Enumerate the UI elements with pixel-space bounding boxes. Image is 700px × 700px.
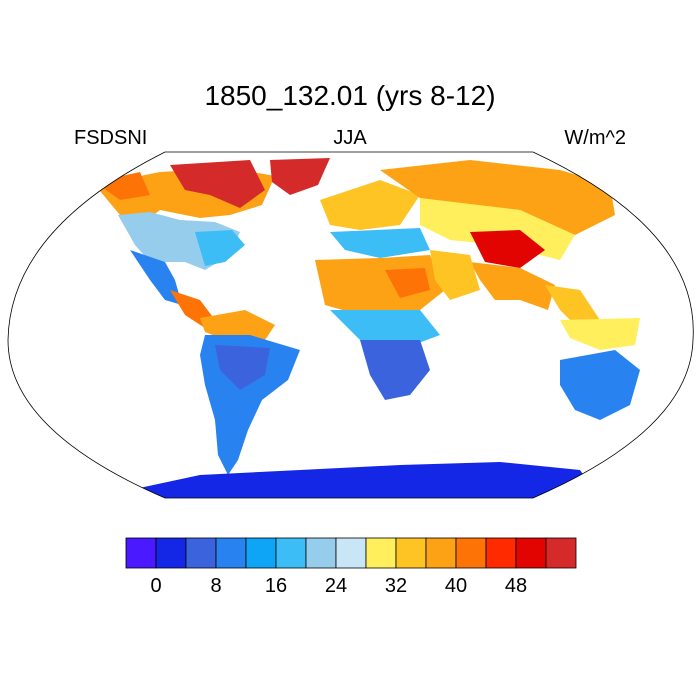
- southern-africa: [360, 340, 430, 400]
- colorbar-box: [185, 537, 217, 569]
- sahara-hot: [385, 268, 430, 298]
- south-asia: [470, 262, 555, 310]
- south-america-core: [215, 345, 270, 390]
- colorbar-box: [515, 537, 547, 569]
- colorbar-tick-label: 32: [385, 575, 407, 597]
- australia: [560, 350, 640, 420]
- colorbar-box: [275, 537, 307, 569]
- colorbar-box: [425, 537, 457, 569]
- colorbar-box: [485, 537, 517, 569]
- europe: [320, 180, 420, 230]
- colorbar-box: [335, 537, 367, 569]
- units-label: W/m^2: [564, 127, 626, 149]
- colorbar-box: [125, 537, 157, 569]
- southeast-asia: [545, 285, 600, 330]
- colorbar-tick-label: 40: [445, 575, 467, 597]
- north-america-east: [195, 230, 245, 266]
- plot-title: 1850_132.01 (yrs 8-12): [204, 80, 496, 111]
- colorbar-box: [215, 537, 247, 569]
- canada-arctic: [170, 160, 265, 208]
- colorbar-box: [455, 537, 487, 569]
- maritime-asia: [560, 318, 640, 350]
- colorbar-tick-label: 48: [505, 575, 527, 597]
- siberia: [380, 160, 615, 235]
- antarctica: [130, 462, 600, 498]
- season-label: JJA: [333, 127, 367, 149]
- mediterranean: [330, 228, 430, 258]
- south-america-north: [200, 310, 275, 340]
- colorbar-box: [365, 537, 397, 569]
- colorbar-tick-label: 0: [150, 575, 161, 597]
- land-fields: [95, 158, 640, 498]
- colorbar-box: [305, 537, 337, 569]
- north-america-south: [130, 250, 182, 305]
- colorbar-ticks: 0 8 16 24 32 40 48: [150, 575, 527, 597]
- colorbar-box: [155, 537, 187, 569]
- arabia: [430, 250, 480, 300]
- colorbar-tick-label: 24: [325, 575, 347, 597]
- colorbar-tick-label: 16: [265, 575, 287, 597]
- tibet: [470, 230, 545, 268]
- colorbar-box: [245, 537, 277, 569]
- colorbar-box: [395, 537, 427, 569]
- colorbar-box: [545, 537, 577, 569]
- globe-outline: [7, 151, 694, 499]
- colorbar-tick-label: 8: [210, 575, 221, 597]
- greenland: [270, 158, 330, 195]
- variable-label: FSDSNI: [74, 127, 148, 149]
- colorbar-boxes: [125, 537, 577, 569]
